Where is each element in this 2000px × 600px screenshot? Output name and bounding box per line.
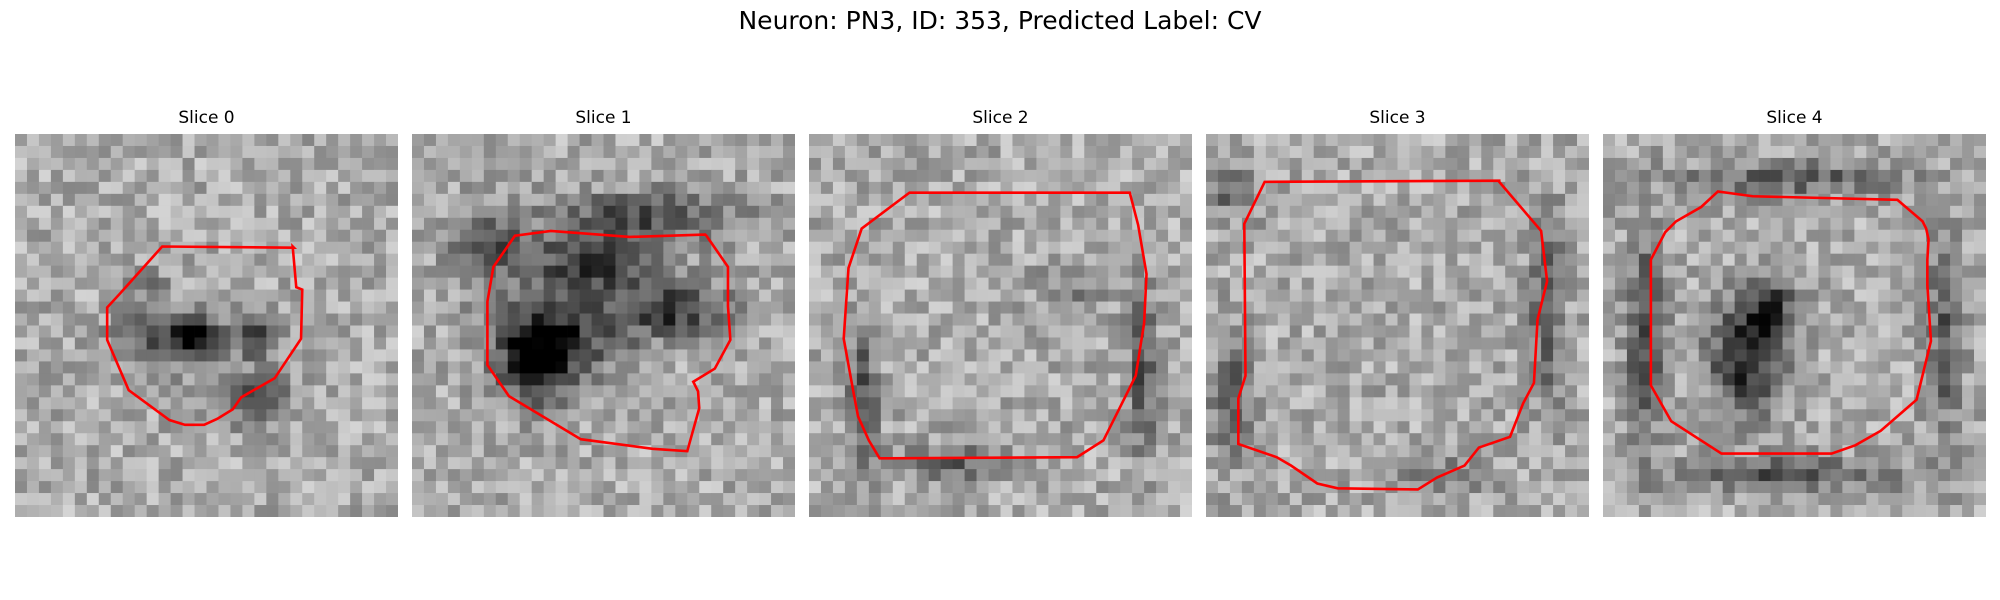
slice-image-4 xyxy=(1603,134,1986,517)
slice-title-4: Slice 4 xyxy=(1766,108,1823,128)
slice-image-3 xyxy=(1206,134,1589,517)
slice-image-0 xyxy=(15,134,398,517)
slice-title-3: Slice 3 xyxy=(1369,108,1426,128)
contour-outline xyxy=(487,231,730,451)
contour-outline xyxy=(1238,181,1547,490)
contour-outline xyxy=(1651,191,1931,453)
slice-title-0: Slice 0 xyxy=(178,108,235,128)
slice-image-1 xyxy=(412,134,795,517)
slice-image-2 xyxy=(809,134,1192,517)
slice-title-1: Slice 1 xyxy=(575,108,632,128)
contour-outline xyxy=(107,247,302,425)
contour-outline xyxy=(844,193,1147,459)
figure-title: Neuron: PN3, ID: 353, Predicted Label: C… xyxy=(738,6,1262,35)
slice-title-2: Slice 2 xyxy=(972,108,1029,128)
